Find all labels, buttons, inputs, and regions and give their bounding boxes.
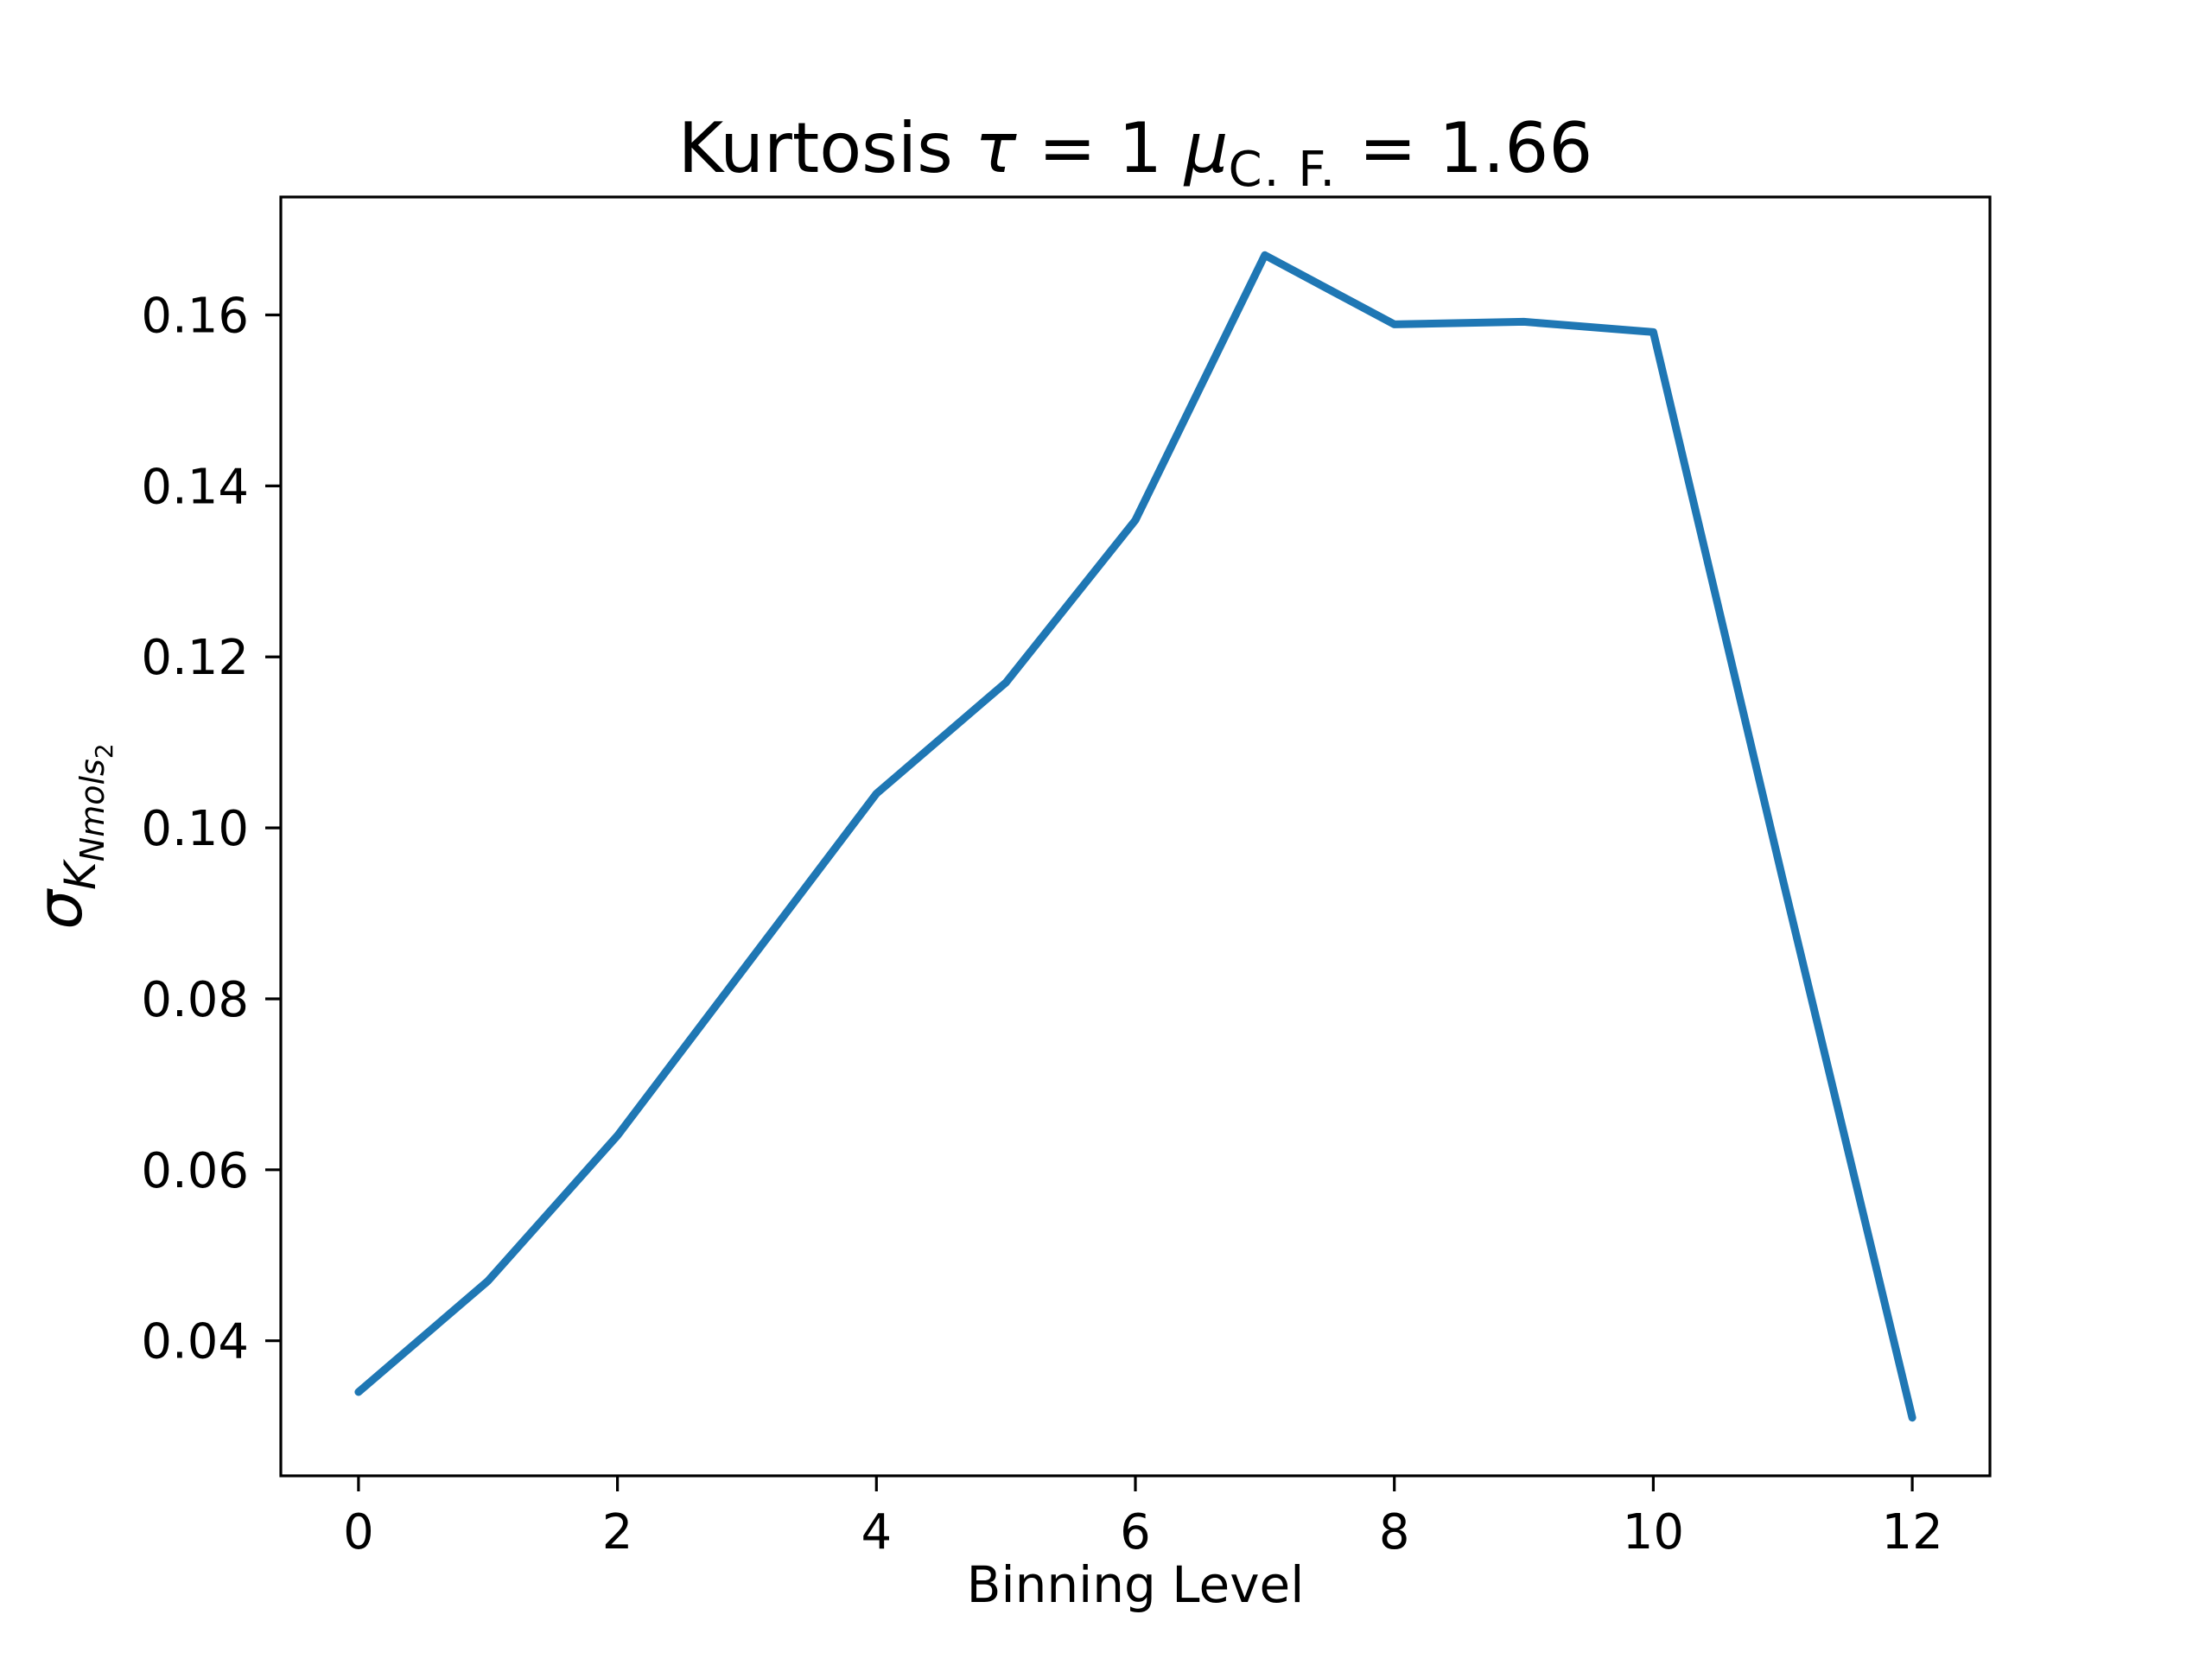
- x-tick-label: 12: [1881, 1504, 1942, 1560]
- x-axis-label: Binning Level: [966, 1555, 1305, 1614]
- y-tick-label: 0.12: [141, 630, 249, 686]
- x-tick-label: 4: [861, 1504, 892, 1560]
- title-eq2: = 1.66: [1337, 108, 1593, 188]
- chart-title: Kurtosis τ = 1 μC. F. = 1.66: [281, 108, 1990, 198]
- y-tick-label: 0.06: [141, 1143, 249, 1199]
- y-tick-label: 0.04: [141, 1314, 249, 1370]
- y-tick-label: 0.10: [141, 801, 249, 857]
- x-tick-label: 0: [343, 1504, 374, 1560]
- title-mu-symbol: μ: [1184, 108, 1229, 188]
- y-axis-label: σKNmols2: [23, 197, 118, 1476]
- axes-spines: [279, 195, 1992, 1478]
- data-line: [354, 251, 1916, 1422]
- ylabel-sigma-symbol: σ: [23, 890, 96, 930]
- ylabel-subscript-1: K: [55, 861, 105, 891]
- ylabel-subscript-3: 2: [90, 743, 118, 760]
- ylabel-subscript-2: Nmols: [73, 759, 111, 862]
- title-mu-subscript: C. F.: [1228, 142, 1338, 198]
- x-tick-label: 10: [1623, 1504, 1684, 1560]
- x-tick-label: 2: [602, 1504, 633, 1560]
- x-tick-label: 8: [1379, 1504, 1410, 1560]
- y-tick-label: 0.16: [141, 289, 249, 345]
- title-tau-symbol: τ: [975, 108, 1017, 188]
- title-text: Kurtosis: [677, 108, 976, 188]
- y-tick-label: 0.14: [141, 459, 249, 515]
- title-eq1: = 1: [1016, 108, 1185, 188]
- y-tick-label: 0.08: [141, 972, 249, 1028]
- x-tick-label: 6: [1120, 1504, 1151, 1560]
